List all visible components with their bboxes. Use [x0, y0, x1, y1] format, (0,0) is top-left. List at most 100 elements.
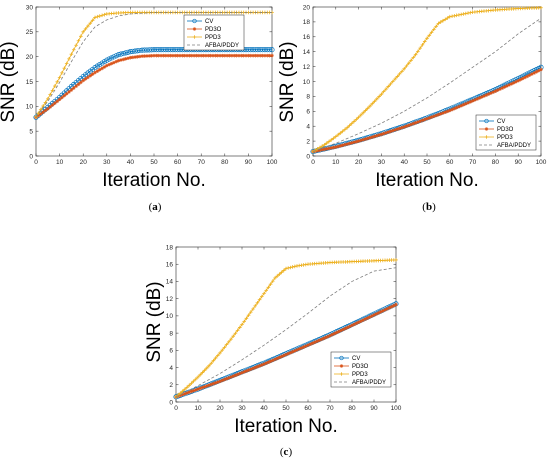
data-point [251, 366, 255, 371]
data-point [356, 320, 361, 325]
y-tick-label: 6 [169, 348, 173, 355]
panel-caption: (a) [149, 201, 162, 213]
data-point [375, 97, 379, 101]
data-point [463, 11, 468, 16]
data-point [372, 134, 377, 139]
data-point [260, 363, 264, 367]
data-point [441, 111, 445, 115]
data-point [381, 131, 386, 136]
data-point [198, 372, 202, 377]
data-point [130, 55, 135, 60]
data-point [324, 141, 329, 145]
legend-marker [192, 18, 197, 24]
data-point [166, 53, 170, 58]
data-point [386, 84, 391, 89]
data-point [88, 73, 93, 78]
data-point [322, 147, 327, 152]
data-point [185, 53, 189, 58]
data-point [293, 264, 297, 269]
data-point [225, 53, 229, 58]
data-point [411, 121, 416, 126]
legend-marker [339, 355, 344, 361]
data-point [523, 75, 527, 80]
data-point [286, 266, 290, 270]
data-point [187, 53, 192, 58]
data-point [461, 102, 466, 107]
panel-caption: (b) [422, 201, 436, 213]
legend-marker [484, 118, 489, 124]
data-point [67, 90, 71, 94]
x-tick-label: 100 [391, 405, 402, 412]
data-point [370, 135, 375, 139]
x-tick-label: 20 [355, 159, 363, 166]
data-point [345, 325, 350, 330]
data-point [202, 384, 207, 389]
data-point [331, 145, 336, 150]
data-point [265, 53, 270, 58]
data-point [196, 375, 200, 379]
y-tick-label: 4 [169, 365, 173, 372]
data-point [277, 355, 282, 360]
data-point [60, 95, 64, 100]
data-point [120, 50, 126, 57]
data-point [392, 303, 396, 308]
data-point [220, 378, 224, 383]
data-point [345, 142, 349, 146]
data-point [381, 89, 386, 94]
data-point [475, 97, 479, 101]
x-axis-label: Iteration No. [234, 416, 338, 437]
data-point [359, 138, 363, 143]
data-point [361, 137, 365, 142]
data-point [328, 333, 332, 338]
data-point [270, 53, 274, 58]
series-ppd3 [174, 258, 398, 399]
data-point [500, 86, 505, 90]
y-tick-label: 15 [26, 79, 34, 86]
data-point [477, 96, 482, 100]
data-point [520, 76, 525, 81]
series-ppd3 [311, 5, 543, 154]
data-point [345, 125, 349, 130]
data-point [121, 57, 126, 62]
data-point [418, 119, 422, 124]
data-point [271, 358, 275, 363]
legend-marker [192, 27, 197, 31]
data-point [352, 140, 356, 145]
data-point [376, 311, 381, 315]
data-point [406, 61, 411, 65]
data-point [62, 66, 67, 70]
data-point [468, 10, 473, 15]
data-point [336, 144, 340, 149]
data-point [473, 98, 477, 102]
data-point [413, 52, 418, 57]
data-point [319, 337, 323, 342]
legend-label: PPD3 [497, 135, 513, 141]
data-point [377, 133, 381, 137]
data-point [199, 53, 203, 58]
y-tick-label: 0 [306, 153, 310, 160]
legend-marker [484, 135, 489, 139]
series-pd3o [174, 302, 398, 399]
data-point [111, 54, 117, 60]
data-point [125, 49, 131, 55]
data-point [397, 126, 402, 131]
data-point [372, 99, 377, 104]
data-point [282, 353, 286, 358]
data-point [159, 53, 163, 58]
x-tick-label: 0 [311, 159, 315, 166]
data-point [315, 339, 319, 344]
data-point [343, 127, 347, 132]
data-point [62, 93, 67, 98]
chart-panel-3: 0 10 20 30 40 50 60 70 80 90 100 0 2 4 6 8 10 12 14 16 18 Ite… [144, 244, 402, 458]
data-point [273, 357, 277, 362]
data-point [505, 84, 509, 88]
data-point [409, 58, 413, 63]
data-point [343, 142, 347, 147]
data-point [368, 135, 372, 140]
data-point [322, 143, 327, 147]
series-pd3o [311, 67, 543, 154]
data-point [432, 27, 436, 32]
data-point [123, 57, 128, 61]
data-point [211, 53, 215, 58]
data-point [404, 64, 409, 68]
